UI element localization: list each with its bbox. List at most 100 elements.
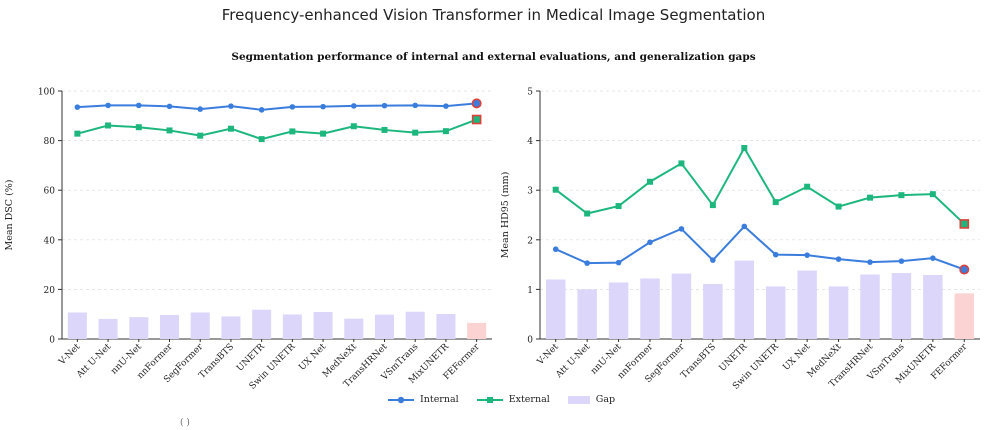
x-tick-label: V-Net	[57, 342, 83, 368]
external-point	[412, 129, 419, 136]
internal-point	[772, 251, 779, 258]
external-point	[772, 199, 779, 206]
internal-point	[835, 256, 842, 262]
y-tick-label: 3	[527, 187, 533, 197]
external-point	[552, 186, 559, 193]
internal-point	[350, 103, 357, 109]
internal-point	[584, 260, 590, 266]
external-point	[74, 130, 81, 137]
gap-bar	[954, 293, 975, 339]
external-point	[898, 192, 905, 199]
gap-bar	[671, 273, 692, 339]
external-point	[584, 210, 591, 217]
gap-bar	[860, 274, 880, 339]
internal-point	[804, 252, 810, 258]
external-point	[929, 191, 936, 198]
internal-point	[898, 258, 905, 264]
internal-point	[74, 104, 81, 110]
external-point	[227, 125, 234, 132]
internal-point	[320, 103, 326, 110]
gap-bar	[577, 289, 597, 339]
internal-point	[647, 239, 653, 246]
external-point	[709, 202, 716, 209]
internal-point	[289, 104, 296, 110]
y-tick-label: 4	[527, 137, 533, 147]
y-tick-label: 100	[38, 88, 55, 98]
y-tick-label: 0	[49, 336, 55, 346]
gap-bar	[436, 313, 456, 339]
external-point	[615, 203, 622, 210]
legend-gap: Gap	[567, 394, 616, 405]
legend-gap-label: Gap	[595, 394, 616, 405]
internal-point	[678, 226, 685, 232]
y-tick-label: 20	[44, 286, 56, 296]
gap-bar	[67, 312, 87, 339]
gap-bar	[765, 286, 786, 339]
internal-point	[959, 264, 970, 275]
y-tick-label: 1	[527, 286, 533, 296]
internal-point	[741, 223, 748, 230]
external-point	[804, 183, 811, 190]
x-tick-label: UNETR	[718, 342, 750, 374]
internal-point	[381, 102, 388, 109]
gap-bar	[98, 318, 118, 339]
external-point	[867, 194, 873, 201]
internal-line	[77, 102, 477, 111]
internal-point	[105, 102, 111, 109]
gap-bar	[221, 316, 241, 339]
y-tick-label: 80	[44, 137, 56, 147]
gap-bar	[282, 314, 302, 339]
internal-point	[867, 259, 873, 265]
gap-bar	[891, 273, 912, 339]
external-line	[77, 118, 477, 141]
internal-point	[412, 102, 419, 109]
legend-internal-label: Internal	[420, 394, 459, 405]
legend-external: External	[476, 394, 550, 405]
caption-fragment: ( )	[180, 418, 190, 428]
gap-bar	[467, 322, 487, 339]
external-point	[135, 124, 142, 131]
internal-point	[443, 103, 449, 109]
external-point	[647, 178, 653, 185]
internal-point	[471, 98, 482, 109]
external-point	[320, 130, 327, 137]
internal-point	[197, 106, 204, 112]
y-tick-label: 60	[44, 187, 56, 197]
internal-point	[166, 103, 173, 110]
legend: Internal External Gap	[388, 394, 615, 405]
external-point	[105, 122, 112, 129]
x-tick-label: UX Net	[781, 342, 812, 373]
gap-bar	[703, 283, 723, 339]
internal-point	[135, 102, 142, 109]
internal-point	[615, 259, 622, 266]
subtitle: Segmentation performance of internal and…	[231, 51, 756, 63]
internal-point	[258, 107, 265, 113]
gap-bar	[374, 314, 395, 339]
gap-bar	[252, 309, 272, 339]
x-tick-label: V-Net	[535, 342, 561, 368]
gap-bar	[640, 278, 660, 339]
gap-bar	[545, 279, 566, 339]
legend-external-label: External	[508, 394, 550, 405]
y-tick-label: 0	[527, 336, 533, 346]
external-point	[381, 126, 388, 133]
y-axis-label: Mean DSC (%)	[4, 179, 15, 250]
external-point	[471, 114, 482, 125]
gap-bar	[734, 260, 755, 339]
internal-line	[555, 225, 965, 271]
gap-bar	[797, 270, 817, 339]
external-point	[197, 132, 204, 139]
external-line	[555, 146, 965, 225]
external-point	[350, 123, 357, 130]
internal-point	[930, 255, 936, 261]
external-point	[835, 203, 842, 210]
gap-bar	[923, 275, 943, 339]
gap-bar	[313, 311, 333, 339]
gap-bar	[190, 312, 210, 339]
internal-point	[552, 246, 559, 253]
y-tick-label: 40	[44, 236, 56, 246]
x-tick-label: UX Net	[297, 342, 328, 373]
